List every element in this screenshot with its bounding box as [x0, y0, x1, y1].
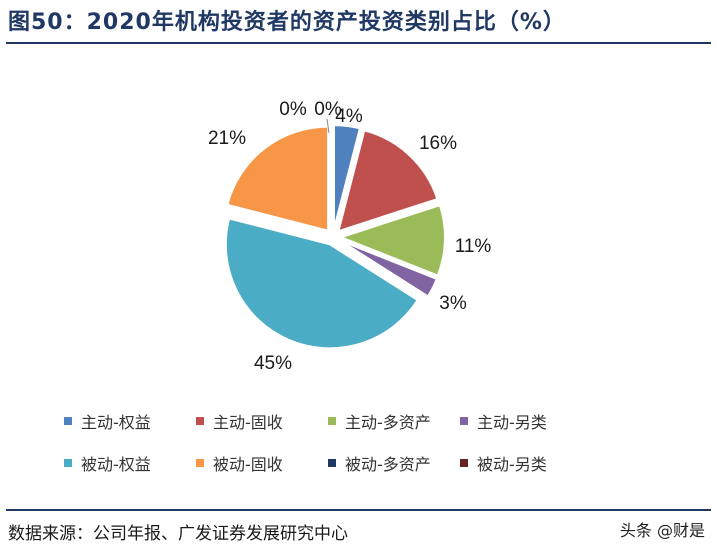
legend-label: 主动-固收: [213, 413, 283, 432]
slice-data-label: 0%: [279, 99, 307, 120]
slice-data-label: 3%: [439, 293, 467, 314]
legend-label: 被动-权益: [81, 455, 151, 474]
legend-row: 被动-权益 被动-固收 被动-多资产 被动-另类: [64, 442, 704, 484]
pie-slice: [224, 217, 420, 350]
legend-item-active-fixed-income: 主动-固收: [196, 409, 328, 433]
legend-swatch: [64, 459, 72, 467]
legend-label: 主动-多资产: [345, 413, 431, 432]
legend-label: 被动-固收: [213, 455, 283, 474]
legend-label: 主动-另类: [477, 413, 547, 432]
pie-chart: 4% 16% 11% 3% 45% 21% 0% 0%: [208, 99, 492, 374]
footer-divider: [6, 509, 711, 511]
legend-item-passive-fixed-income: 被动-固收: [196, 451, 328, 475]
legend-swatch: [460, 459, 468, 467]
legend-swatch: [196, 417, 204, 425]
legend-label: 被动-多资产: [345, 455, 431, 474]
source-note: 数据来源：公司年报、广发证券发展研究中心: [8, 524, 348, 544]
legend: 主动-权益 主动-固收 主动-多资产 主动-另类 被动-权益 被动-固收 被动-…: [64, 400, 704, 484]
legend-item-active-alternative: 主动-另类: [460, 409, 592, 433]
legend-item-active-multi-asset: 主动-多资产: [328, 409, 460, 433]
pie-slice: [226, 125, 330, 232]
legend-swatch: [460, 417, 468, 425]
pie-slice: [339, 239, 439, 298]
slice-data-label: 4%: [335, 106, 363, 127]
legend-item-passive-multi-asset: 被动-多资产: [328, 451, 460, 475]
slice-data-label: 0%: [314, 99, 342, 120]
legend-swatch: [64, 417, 72, 425]
pie-slice: [338, 203, 446, 277]
slice-data-label: 11%: [455, 236, 492, 257]
legend-swatch: [196, 459, 204, 467]
chart-title: 图50：2020年机构投资者的资产投资类别占比（%）: [8, 10, 566, 35]
legend-item-passive-alternative: 被动-另类: [460, 451, 592, 475]
pie-slice: [337, 129, 439, 233]
legend-swatch: [328, 417, 336, 425]
label-leader-line: [326, 118, 330, 134]
pie-slice: [333, 124, 362, 230]
legend-label: 被动-另类: [477, 455, 547, 474]
legend-swatch: [328, 459, 336, 467]
legend-label: 主动-权益: [81, 413, 151, 432]
slice-data-label: 21%: [208, 128, 246, 149]
legend-row: 主动-权益 主动-固收 主动-多资产 主动-另类: [64, 400, 704, 442]
legend-item-active-equity: 主动-权益: [64, 409, 196, 433]
slice-data-label: 45%: [254, 353, 292, 374]
watermark: 头条 @财是: [619, 521, 705, 540]
title-divider: [6, 42, 711, 44]
legend-item-passive-equity: 被动-权益: [64, 451, 196, 475]
slice-data-label: 16%: [419, 133, 457, 154]
